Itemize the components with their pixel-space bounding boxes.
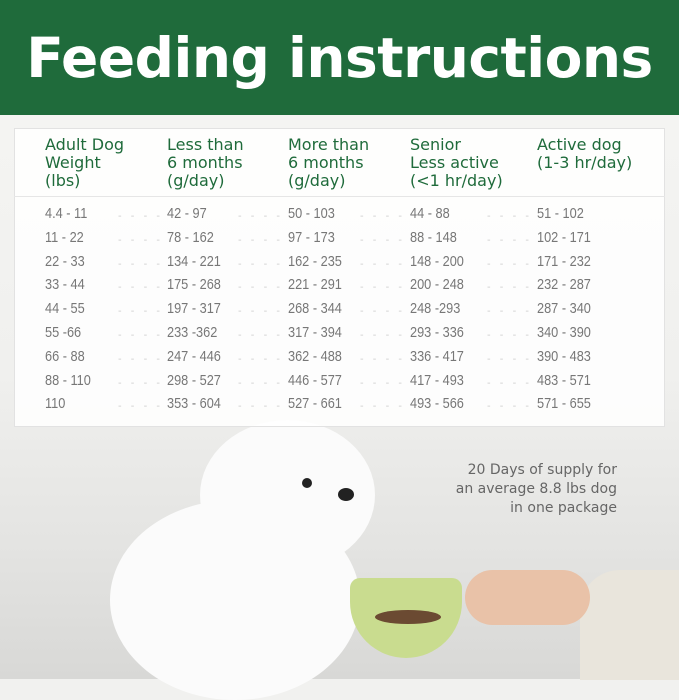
- table-cell: 88 - 148: [410, 228, 457, 246]
- row-separator: - - - -: [360, 258, 405, 270]
- table-cell: 483 - 571: [537, 371, 591, 389]
- person-arm: [580, 570, 679, 680]
- row-separator: - - - -: [118, 306, 163, 318]
- table-cell: 293 - 336: [410, 324, 464, 341]
- row-separator: - - - -: [487, 282, 532, 294]
- column-header: Adult Dog Weight (lbs): [45, 135, 125, 190]
- table-cell: 233 -362: [167, 324, 218, 341]
- row-separator: - - - -: [118, 377, 163, 389]
- table-cell: 247 - 446: [167, 347, 221, 365]
- row-separator: - - - -: [487, 330, 532, 341]
- row-separator: - - - -: [360, 377, 405, 389]
- table-cell: 200 - 248: [410, 276, 464, 294]
- table-cell: 221 - 291: [288, 276, 342, 294]
- row-separator: - - - -: [487, 353, 532, 365]
- table-cell: 51 - 102: [537, 205, 584, 222]
- table-cell: 298 - 527: [167, 371, 221, 389]
- table-cell: 340 - 390: [537, 324, 591, 341]
- table-cell: 171 - 232: [537, 252, 591, 270]
- dog-eye: [302, 478, 312, 488]
- row-separator: - - - -: [487, 377, 532, 389]
- table-cell: 88 - 110: [45, 371, 91, 389]
- table-cell: 44 - 88: [410, 205, 450, 222]
- row-separator: - - - -: [238, 377, 283, 389]
- table-cell: 493 - 566: [410, 395, 464, 413]
- row-separator: - - - -: [360, 211, 405, 222]
- table-cell: 317 - 394: [288, 324, 342, 341]
- table-cell: 33 - 44: [45, 276, 85, 294]
- column-header: More than 6 months (g/day): [288, 135, 370, 190]
- table-cell: 50 - 103: [288, 205, 335, 222]
- row-separator: - - - -: [238, 258, 283, 270]
- table-cell: 97 - 173: [288, 228, 335, 246]
- person-hand: [465, 570, 590, 625]
- table-cell: 44 - 55: [45, 300, 85, 318]
- column-header: Less than 6 months (g/day): [167, 135, 244, 190]
- page-title: Feeding instructions: [26, 25, 653, 90]
- table-cell: 22 - 33: [45, 252, 85, 270]
- row-separator: - - - -: [238, 282, 283, 294]
- row-separator: - - - -: [118, 353, 163, 365]
- row-separator: - - - -: [487, 401, 532, 413]
- row-separator: - - - -: [118, 282, 163, 294]
- table-cell: 66 - 88: [45, 347, 85, 365]
- table-cell: 197 - 317: [167, 300, 221, 318]
- table-cell: 55 -66: [45, 324, 82, 341]
- row-separator: - - - -: [238, 211, 283, 222]
- table-cell: 353 - 604: [167, 395, 221, 413]
- row-separator: - - - -: [118, 330, 163, 341]
- row-separator: - - - -: [118, 211, 163, 222]
- table-cell: 417 - 493: [410, 371, 464, 389]
- row-separator: - - - -: [118, 258, 163, 270]
- row-separator: - - - -: [360, 353, 405, 365]
- table-cell: 4.4 - 11: [45, 205, 88, 222]
- supply-note: 20 Days of supply for an average 8.8 lbs…: [455, 462, 617, 516]
- row-separator: - - - -: [487, 258, 532, 270]
- row-separator: - - - -: [118, 234, 163, 246]
- table-cell: 336 - 417: [410, 347, 464, 365]
- row-separator: - - - -: [238, 306, 283, 318]
- row-separator: - - - -: [360, 282, 405, 294]
- row-separator: - - - -: [238, 330, 283, 341]
- feeding-table: [14, 128, 665, 427]
- table-cell: 42 - 97: [167, 205, 207, 222]
- row-separator: - - - -: [360, 234, 405, 246]
- header-divider: [14, 196, 665, 197]
- row-separator: - - - -: [360, 306, 405, 318]
- row-separator: - - - -: [238, 401, 283, 413]
- row-separator: - - - -: [487, 234, 532, 246]
- row-separator: - - - -: [487, 306, 532, 318]
- header-banner: Feeding instructions: [0, 0, 679, 115]
- table-cell: 248 -293: [410, 300, 461, 318]
- table-cell: 134 - 221: [167, 252, 221, 270]
- table-cell: 11 - 22: [45, 228, 84, 246]
- dog-nose: [338, 488, 354, 501]
- row-separator: - - - -: [360, 330, 405, 341]
- table-cell: 390 - 483: [537, 347, 591, 365]
- table-cell: 110: [45, 395, 66, 413]
- column-header: Active dog (1-3 hr/day): [537, 135, 633, 172]
- row-separator: - - - -: [238, 353, 283, 365]
- table-cell: 148 - 200: [410, 252, 464, 270]
- table-cell: 362 - 488: [288, 347, 342, 365]
- row-separator: - - - -: [487, 211, 532, 222]
- table-cell: 527 - 661: [288, 395, 342, 413]
- row-separator: - - - -: [238, 234, 283, 246]
- table-cell: 162 - 235: [288, 252, 342, 270]
- table-cell: 287 - 340: [537, 300, 591, 318]
- table-cell: 571 - 655: [537, 395, 591, 413]
- table-cell: 268 - 344: [288, 300, 342, 318]
- dog-food: [375, 610, 441, 624]
- table-cell: 446 - 577: [288, 371, 342, 389]
- table-cell: 232 - 287: [537, 276, 591, 294]
- column-header: Senior Less active (<1 hr/day): [410, 135, 503, 190]
- table-cell: 175 - 268: [167, 276, 221, 294]
- table-cell: 78 - 162: [167, 228, 214, 246]
- row-separator: - - - -: [360, 401, 405, 413]
- row-separator: - - - -: [118, 401, 163, 413]
- table-cell: 102 - 171: [537, 228, 591, 246]
